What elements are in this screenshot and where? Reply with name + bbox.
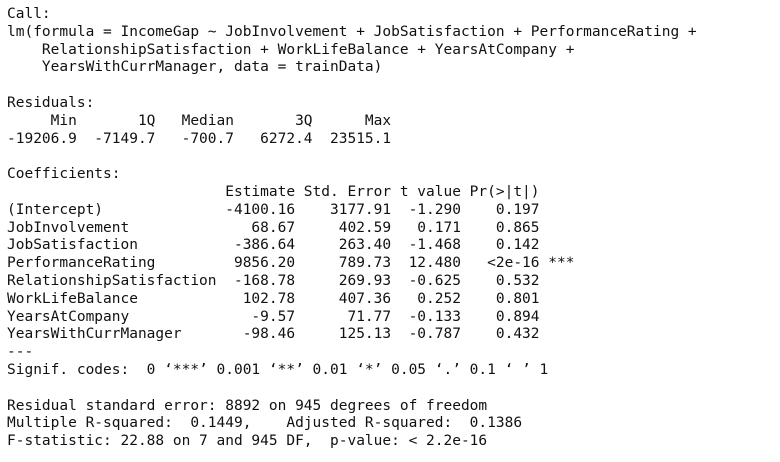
coefficient-row-worklifebalance: WorkLifeBalance 102.78 407.36 0.252 0.80… [7,290,575,307]
separator-line: --- [7,344,34,361]
r-console-output: Call: lm(formula = IncomeGap ~ JobInvolve… [7,6,775,456]
blank-line [7,148,775,166]
coefficient-row-intercept: (Intercept) -4100.16 3177.91 -1.290 0.19… [7,201,575,218]
residual-standard-error-line: Residual standard error: 8892 on 945 deg… [7,397,488,414]
call-formula-line-2: RelationshipSatisfaction + WorkLifeBalan… [7,41,584,58]
f-statistic-line: F-statistic: 22.88 on 7 and 945 DF, p-va… [7,433,488,450]
blank-line [7,77,775,95]
coefficient-row-performancerating: PerformanceRating 9856.20 789.73 12.480 … [7,255,575,272]
call-formula-line-1: lm(formula = IncomeGap ~ JobInvolvement … [7,23,697,40]
coefficient-row-jobsatisfaction: JobSatisfaction -386.64 263.40 -1.468 0.… [7,237,575,254]
coefficient-row-relationshipsatisfaction: RelationshipSatisfaction -168.78 269.93 … [7,272,575,289]
r-squared-line: Multiple R-squared: 0.1449, Adjusted R-s… [7,415,531,432]
residuals-header: Residuals: [7,94,95,111]
residuals-labels: Min 1Q Median 3Q Max [7,112,400,129]
coefficient-row-yearswithcurrmanager: YearsWithCurrManager -98.46 125.13 -0.78… [7,326,575,343]
call-header: Call: [7,6,51,22]
blank-line [7,380,775,398]
coefficient-row-jobinvolvement: JobInvolvement 68.67 402.59 0.171 0.865 [7,219,575,236]
coefficient-row-yearsatcompany: YearsAtCompany -9.57 71.77 -0.133 0.894 [7,308,575,325]
coefficients-header: Coefficients: [7,166,121,183]
signif-codes-legend: Signif. codes: 0 ‘***’ 0.001 ‘**’ 0.01 ‘… [7,361,549,378]
residuals-values: -19206.9 -7149.7 -700.7 6272.4 23515.1 [7,130,400,147]
coefficients-column-headers: Estimate Std. Error t value Pr(>|t|) [7,183,575,200]
call-formula-line-3: YearsWithCurrManager, data = trainData) [7,59,383,76]
